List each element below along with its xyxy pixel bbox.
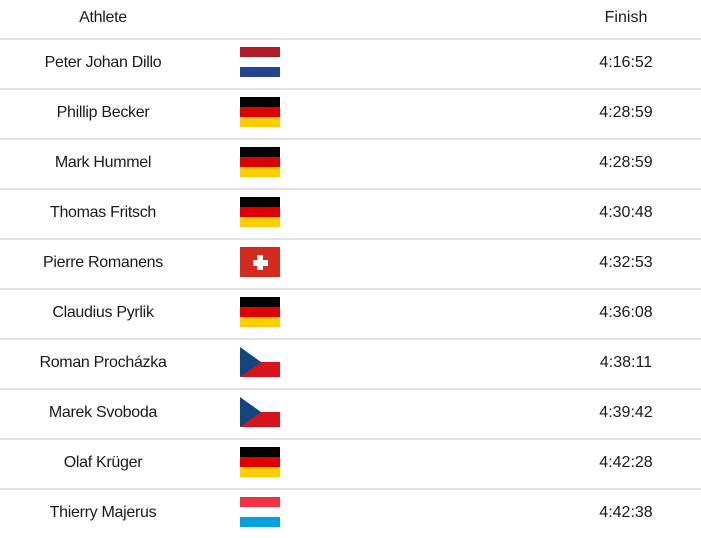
- athlete-name: Thomas Fritsch: [49, 204, 157, 221]
- table-row: Roman Procházka 4:38:11: [0, 340, 701, 390]
- table-row: Pierre Romanens 4:32:53: [0, 240, 701, 290]
- table-row: Olaf Krüger 4:42:28: [0, 440, 701, 490]
- finish-time: 4:30:48: [599, 204, 653, 221]
- table-row: Mark Hummel 4:28:59: [0, 140, 701, 190]
- results-table: Peter Johan Dillo 4:16:52 Phillip Becker 4:…: [0, 40, 701, 538]
- netherlands-flag-icon: [240, 47, 280, 77]
- finish-time: 4:38:11: [599, 354, 653, 371]
- table-row: Marek Svoboda 4:39:42: [0, 390, 701, 440]
- finish-time: 4:42:38: [599, 504, 653, 521]
- athlete-name: Thierry Majerus: [49, 504, 157, 521]
- germany-flag-icon: [240, 447, 280, 477]
- athlete-name: Pierre Romanens: [42, 254, 163, 271]
- athlete-name: Mark Hummel: [54, 154, 152, 171]
- finish-time: 4:36:08: [599, 304, 653, 321]
- finish-time: 4:28:59: [599, 104, 653, 121]
- finish-time: 4:28:59: [599, 154, 653, 171]
- finish-time: 4:32:53: [599, 254, 653, 271]
- germany-flag-icon: [240, 147, 280, 177]
- finish-time: 4:39:42: [599, 404, 653, 421]
- luxembourg-flag-icon: [240, 497, 280, 527]
- czech-republic-flag-icon: [240, 347, 280, 377]
- table-row: Peter Johan Dillo 4:16:52: [0, 40, 701, 90]
- czech-republic-flag-icon: [240, 397, 280, 427]
- finish-time: 4:42:28: [599, 454, 653, 471]
- germany-flag-icon: [240, 297, 280, 327]
- athlete-name: Olaf Krüger: [63, 454, 143, 471]
- table-row: Thomas Fritsch 4:30:48: [0, 190, 701, 240]
- germany-flag-icon: [240, 97, 280, 127]
- athlete-name: Marek Svoboda: [48, 404, 158, 421]
- finish-time: 4:16:52: [599, 54, 653, 71]
- switzerland-flag-icon: [240, 247, 280, 277]
- finish-column-header: Finish: [604, 9, 648, 26]
- athlete-name: Claudius Pyrlik: [52, 304, 154, 321]
- athlete-name: Roman Procházka: [39, 354, 167, 371]
- athlete-name: Peter Johan Dillo: [44, 54, 162, 71]
- athlete-name: Phillip Becker: [56, 104, 150, 121]
- table-row: Claudius Pyrlik 4:36:08: [0, 290, 701, 340]
- table-row: Phillip Becker 4:28:59: [0, 90, 701, 140]
- table-row: Thierry Majerus 4:42:38: [0, 490, 701, 538]
- table-header: Athlete Finish: [0, 0, 701, 40]
- germany-flag-icon: [240, 197, 280, 227]
- athlete-column-header: Athlete: [79, 9, 127, 26]
